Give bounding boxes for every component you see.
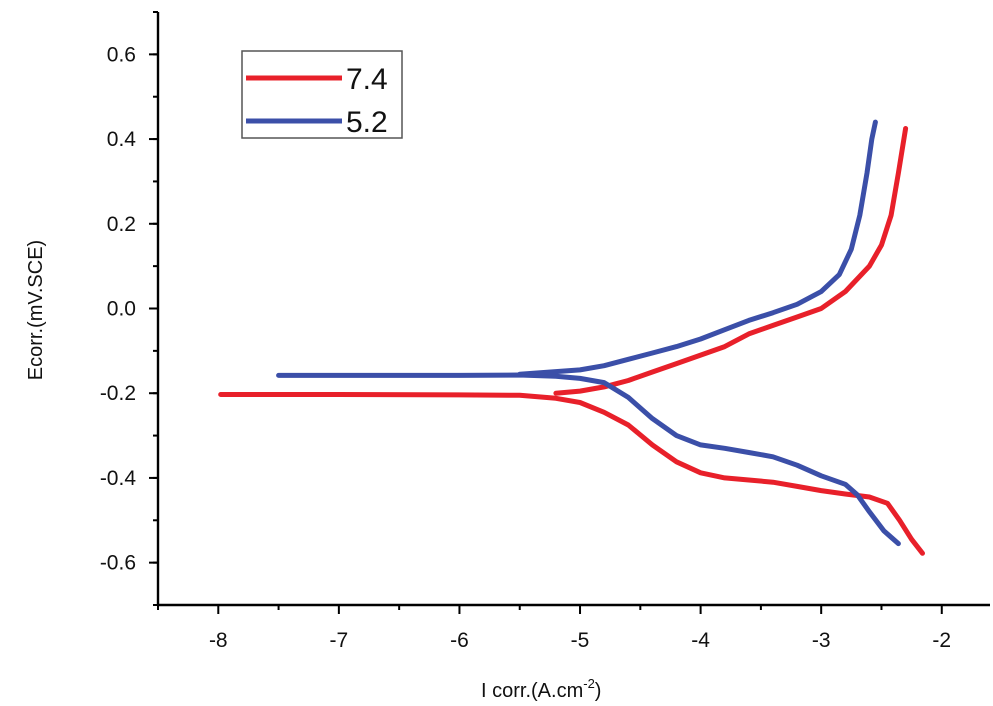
x-tick-label: -8 xyxy=(209,629,228,652)
series-line-5-2-2 xyxy=(276,372,901,547)
x-tick-label: -7 xyxy=(330,629,349,652)
ticks: -8 -7 -6 -5 -4 -3 -2 -0.6 -0.4 -0.2 0.0 0.2 0.4 0.6 xyxy=(100,11,951,652)
x-axis-title-main: I corr.(A.cm xyxy=(481,680,583,702)
y-tick-label: 0.0 xyxy=(107,298,136,321)
x-tick-label: -3 xyxy=(812,629,831,652)
y-tick-label: -0.2 xyxy=(100,382,136,405)
x-tick-label: -4 xyxy=(691,629,710,652)
legend-label-series-5-2: 5.2 xyxy=(346,106,388,139)
x-tick-label: -2 xyxy=(932,629,951,652)
series-group xyxy=(218,119,925,556)
x-tick-label: -6 xyxy=(450,629,469,652)
x-tick-label: -5 xyxy=(571,629,590,652)
series-line-7-4-0 xyxy=(218,392,925,556)
x-axis-title-superscript: -2 xyxy=(583,676,595,691)
x-axis-title-end: ) xyxy=(595,680,602,702)
legend: 7.4 5.2 xyxy=(241,50,403,139)
y-tick-label: 0.6 xyxy=(107,43,136,66)
y-tick-label: 0.2 xyxy=(107,213,136,236)
x-axis-title: I corr.(A.cm-2) xyxy=(481,676,601,702)
legend-label-series-7-4: 7.4 xyxy=(346,63,388,96)
y-axis-title: Ecorr.(mV.SCE) xyxy=(25,240,47,380)
series-line-7-4-1 xyxy=(553,126,909,396)
y-tick-label: -0.6 xyxy=(100,552,136,575)
y-tick-label: -0.4 xyxy=(100,467,137,490)
series-line-5-2-3 xyxy=(517,119,878,377)
y-tick-label: 0.4 xyxy=(107,128,137,151)
